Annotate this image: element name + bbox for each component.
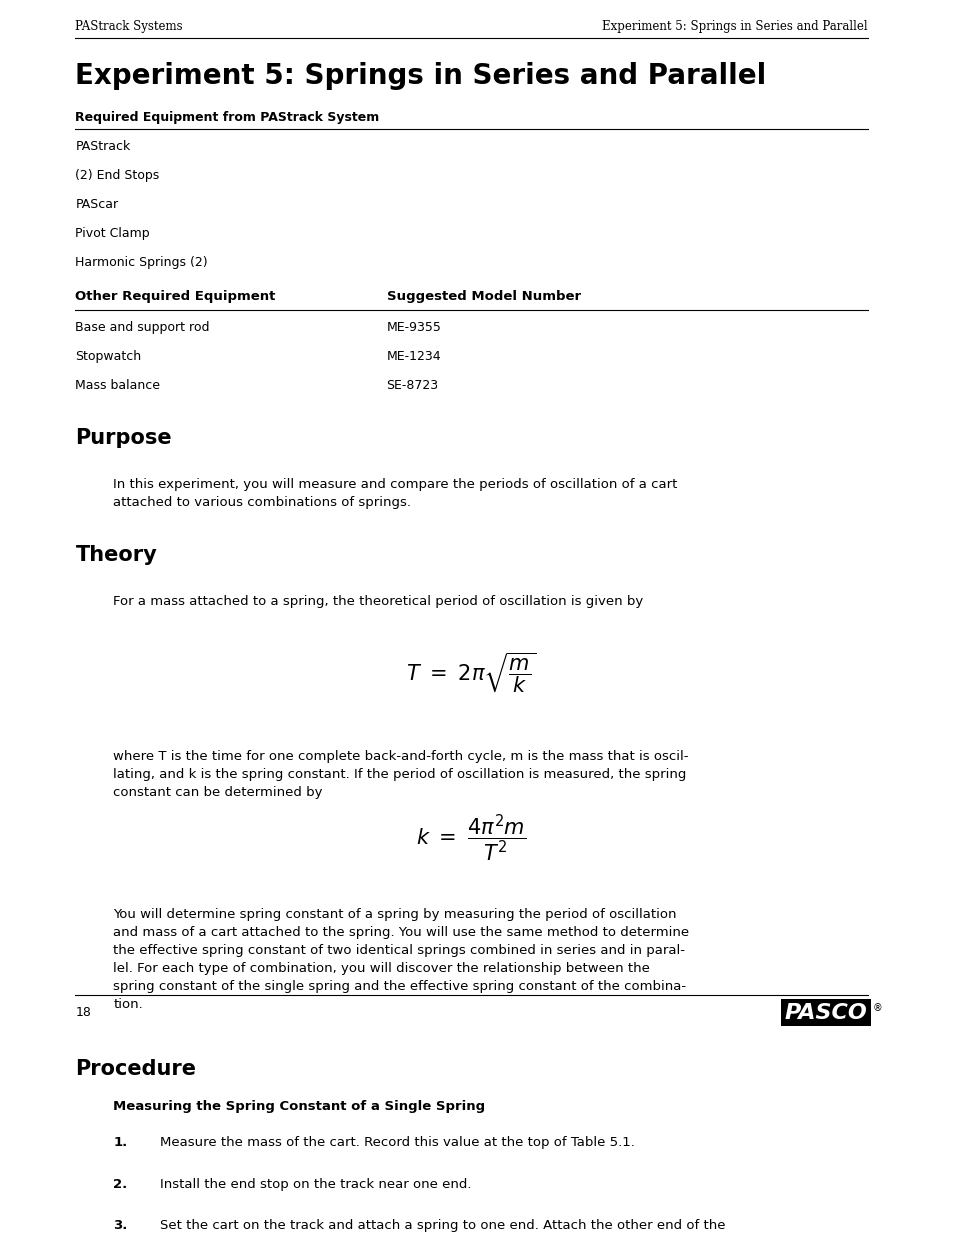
Text: SE-8723: SE-8723 [386,379,438,391]
Text: PAStrack Systems: PAStrack Systems [75,20,183,33]
Text: Pivot Clamp: Pivot Clamp [75,226,150,240]
Text: In this experiment, you will measure and compare the periods of oscillation of a: In this experiment, you will measure and… [113,478,677,509]
Text: Measure the mass of the cart. Record this value at the top of Table 5.1.: Measure the mass of the cart. Record thi… [160,1136,635,1149]
Text: Purpose: Purpose [75,429,172,448]
Text: Theory: Theory [75,546,157,566]
Text: PAScar: PAScar [75,198,118,211]
Text: Experiment 5: Springs in Series and Parallel: Experiment 5: Springs in Series and Para… [75,62,766,90]
Text: PASCO: PASCO [784,1003,866,1023]
Text: $T \ = \ 2\pi \sqrt{\dfrac{m}{k}}$: $T \ = \ 2\pi \sqrt{\dfrac{m}{k}}$ [406,651,537,695]
Text: PAStrack: PAStrack [75,140,131,153]
Text: Base and support rod: Base and support rod [75,321,210,333]
Text: For a mass attached to a spring, the theoretical period of oscillation is given : For a mass attached to a spring, the the… [113,595,642,608]
Text: Mass balance: Mass balance [75,379,160,391]
Text: Stopwatch: Stopwatch [75,350,141,363]
Text: where T is the time for one complete back-and-forth cycle, m is the mass that is: where T is the time for one complete bac… [113,750,688,799]
Text: ®: ® [871,1003,882,1013]
Text: Suggested Model Number: Suggested Model Number [386,290,580,303]
Text: (2) End Stops: (2) End Stops [75,169,159,182]
Text: Other Required Equipment: Other Required Equipment [75,290,275,303]
Text: 2.: 2. [113,1177,128,1191]
Text: Install the end stop on the track near one end.: Install the end stop on the track near o… [160,1177,472,1191]
Text: ME-1234: ME-1234 [386,350,441,363]
Text: PASCO: PASCO [784,1003,866,1023]
Text: Required Equipment from PAStrack System: Required Equipment from PAStrack System [75,111,379,124]
Text: ME-9355: ME-9355 [386,321,441,333]
Text: 18: 18 [75,1005,91,1019]
Text: $k \ = \ \dfrac{4\pi^2 m}{T^2}$: $k \ = \ \dfrac{4\pi^2 m}{T^2}$ [416,813,526,863]
Text: Harmonic Springs (2): Harmonic Springs (2) [75,256,208,268]
Text: 3.: 3. [113,1219,128,1233]
Text: Procedure: Procedure [75,1058,196,1078]
Text: 1.: 1. [113,1136,128,1149]
Text: Experiment 5: Springs in Series and Parallel: Experiment 5: Springs in Series and Para… [601,20,866,33]
Text: Measuring the Spring Constant of a Single Spring: Measuring the Spring Constant of a Singl… [113,1100,485,1113]
Text: You will determine spring constant of a spring by measuring the period of oscill: You will determine spring constant of a … [113,909,689,1011]
Text: Set the cart on the track and attach a spring to one end. Attach the other end o: Set the cart on the track and attach a s… [160,1219,725,1235]
